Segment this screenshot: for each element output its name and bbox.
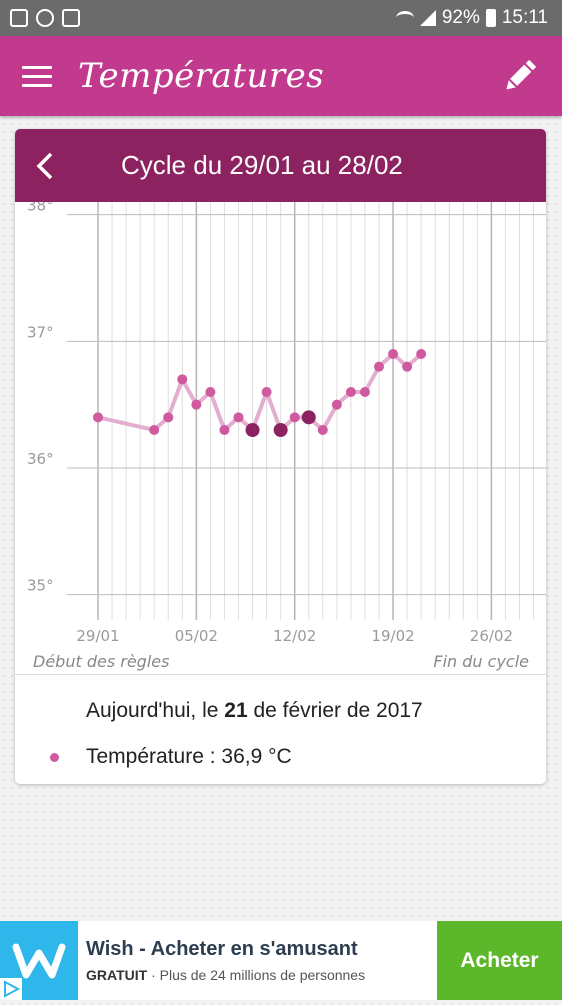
- cycle-title: Cycle du 29/01 au 28/02: [121, 150, 403, 180]
- image-icon: [10, 9, 28, 27]
- x-tick-label: 29/01: [76, 627, 119, 645]
- data-point[interactable]: [388, 349, 399, 359]
- y-tick-label: 38°: [27, 202, 54, 215]
- battery-icon: [485, 9, 496, 27]
- data-point[interactable]: [345, 387, 356, 397]
- data-point[interactable]: [177, 374, 188, 385]
- wifi-icon: [395, 11, 414, 25]
- x-tick-label: 26/02: [470, 627, 513, 645]
- pencil-icon[interactable]: [500, 56, 540, 96]
- today-suffix: de février de 2017: [247, 699, 423, 722]
- today-prefix: Aujourd'hui, le: [86, 699, 225, 722]
- back-arrow-icon[interactable]: [15, 129, 75, 202]
- signal-icon: [419, 10, 436, 26]
- chart-end-label: Fin du cycle: [433, 652, 529, 671]
- ad-sub-rest: · Plus de 24 millions de personnes: [147, 967, 366, 983]
- y-tick-label: 35°: [27, 577, 54, 595]
- temperature-value: Température : 36,9 °C: [86, 745, 292, 768]
- data-point[interactable]: [416, 349, 427, 359]
- data-point[interactable]: [374, 361, 384, 372]
- data-point[interactable]: [289, 412, 300, 423]
- data-point[interactable]: [205, 387, 216, 397]
- battery-percent: 92%: [441, 7, 480, 28]
- status-bar: 92% 15:11: [0, 0, 562, 36]
- app-title: Températures: [78, 56, 325, 96]
- recycle-icon: [62, 9, 80, 27]
- adchoices-icon[interactable]: [0, 978, 22, 1000]
- today-date: Aujourd'hui, le 21 de février de 2017: [86, 699, 546, 723]
- y-tick-label: 36°: [27, 450, 54, 468]
- wish-logo-icon[interactable]: [0, 921, 78, 1000]
- data-point[interactable]: [233, 412, 244, 423]
- x-tick-label: 12/02: [273, 627, 316, 645]
- temperature-legend: Température : 36,9 °C: [15, 745, 546, 769]
- marked-data-point[interactable]: [301, 410, 316, 425]
- data-point[interactable]: [219, 425, 230, 435]
- temperature-legend-dot: [50, 752, 59, 762]
- data-point[interactable]: [261, 387, 272, 397]
- data-point[interactable]: [359, 387, 370, 397]
- today-day: 21: [224, 699, 248, 722]
- chart-start-label: Début des règles: [33, 652, 169, 671]
- card-header: Cycle du 29/01 au 28/02: [15, 129, 546, 202]
- chart-svg: 38° 37° 36° 35° 29/01 05/02 12/02 19/02 26/02 Dé…: [15, 202, 546, 674]
- y-tick-label: 37°: [27, 323, 54, 341]
- data-point[interactable]: [402, 361, 413, 372]
- cycle-card: Cycle du 29/01 au 28/02 38° 37° 36° 35° 29/0…: [15, 129, 546, 784]
- whatsapp-icon: [36, 9, 54, 27]
- today-summary: Aujourd'hui, le 21 de février de 2017 Te…: [15, 674, 546, 783]
- ad-free-label: GRATUIT: [86, 967, 148, 983]
- ad-subtitle: GRATUIT · Plus de 24 millions de personn…: [86, 967, 437, 983]
- data-point[interactable]: [331, 399, 342, 410]
- x-tick-label: 05/02: [175, 627, 218, 645]
- menu-icon[interactable]: [22, 60, 52, 93]
- temperature-chart[interactable]: 38° 37° 36° 35° 29/01 05/02 12/02 19/02 26/02 Dé…: [15, 202, 546, 674]
- data-point[interactable]: [149, 425, 160, 435]
- data-point[interactable]: [191, 399, 202, 410]
- marked-data-point[interactable]: [245, 423, 260, 437]
- ad-banner[interactable]: Wish - Acheter en s'amusant GRATUIT · Pl…: [0, 921, 562, 1000]
- x-tick-label: 19/02: [371, 627, 414, 645]
- data-point[interactable]: [317, 425, 328, 435]
- ad-buy-button[interactable]: Acheter: [437, 921, 562, 1000]
- app-bar: Températures: [0, 36, 562, 116]
- ad-text[interactable]: Wish - Acheter en s'amusant GRATUIT · Pl…: [86, 938, 437, 983]
- clock: 15:11: [501, 7, 548, 28]
- marked-data-point[interactable]: [273, 423, 288, 437]
- ad-title[interactable]: Wish - Acheter en s'amusant: [86, 938, 358, 960]
- data-point[interactable]: [163, 412, 174, 423]
- data-point[interactable]: [93, 412, 103, 423]
